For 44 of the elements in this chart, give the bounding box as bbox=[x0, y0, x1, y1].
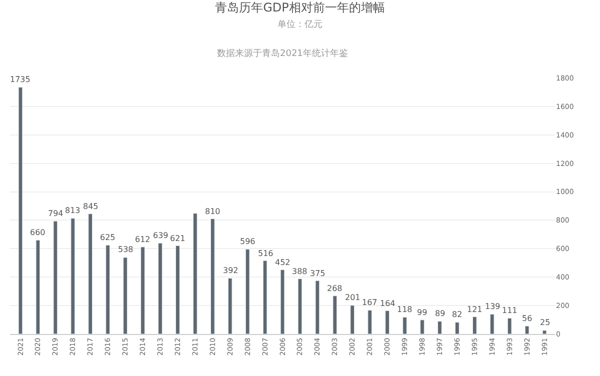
data-label: 452 bbox=[275, 258, 290, 267]
bar bbox=[402, 316, 407, 334]
data-label: 596 bbox=[240, 237, 256, 246]
bar bbox=[472, 316, 477, 334]
data-label: 111 bbox=[502, 306, 518, 315]
data-label: 121 bbox=[467, 305, 482, 314]
data-label: 375 bbox=[310, 269, 326, 278]
bar bbox=[490, 314, 494, 334]
data-label: 25 bbox=[540, 318, 550, 327]
data-label: 639 bbox=[153, 231, 168, 240]
bar bbox=[420, 320, 424, 334]
chart-subtitle: 单位：亿元 bbox=[278, 18, 322, 30]
data-label: 139 bbox=[485, 302, 500, 311]
data-label: 516 bbox=[258, 249, 274, 258]
bar bbox=[524, 326, 530, 334]
data-label: 845 bbox=[83, 202, 98, 211]
data-label: 99 bbox=[417, 308, 428, 317]
data-label: 82 bbox=[452, 310, 462, 319]
data-label: 660 bbox=[30, 228, 46, 237]
data-label: 167 bbox=[362, 298, 378, 307]
data-label: 813 bbox=[65, 206, 80, 215]
data-label: 625 bbox=[100, 233, 116, 242]
data-label: 392 bbox=[223, 266, 238, 275]
data-label: 201 bbox=[345, 293, 360, 302]
data-label: 56 bbox=[522, 314, 532, 323]
data-label: 89 bbox=[435, 309, 446, 318]
bar bbox=[438, 321, 442, 334]
data-label: 1735 bbox=[10, 75, 30, 84]
data-label: 268 bbox=[327, 284, 342, 293]
data-label: 118 bbox=[397, 305, 412, 314]
data-label: 388 bbox=[292, 267, 308, 276]
bar bbox=[385, 310, 390, 334]
data-label: 538 bbox=[118, 245, 134, 254]
bar bbox=[368, 310, 372, 334]
data-label: 164 bbox=[380, 299, 396, 308]
data-label: 621 bbox=[170, 234, 186, 243]
data-label: 810 bbox=[205, 207, 220, 216]
bar bbox=[507, 318, 512, 334]
data-label: 612 bbox=[135, 235, 150, 244]
bar bbox=[455, 322, 460, 334]
data-label: 794 bbox=[48, 209, 64, 218]
bar bbox=[542, 330, 547, 334]
chart-title: 青岛历年GDP相对前一年的增幅 bbox=[215, 0, 385, 14]
text: 数据来源于青岛2021年统计年鉴 bbox=[217, 48, 348, 59]
